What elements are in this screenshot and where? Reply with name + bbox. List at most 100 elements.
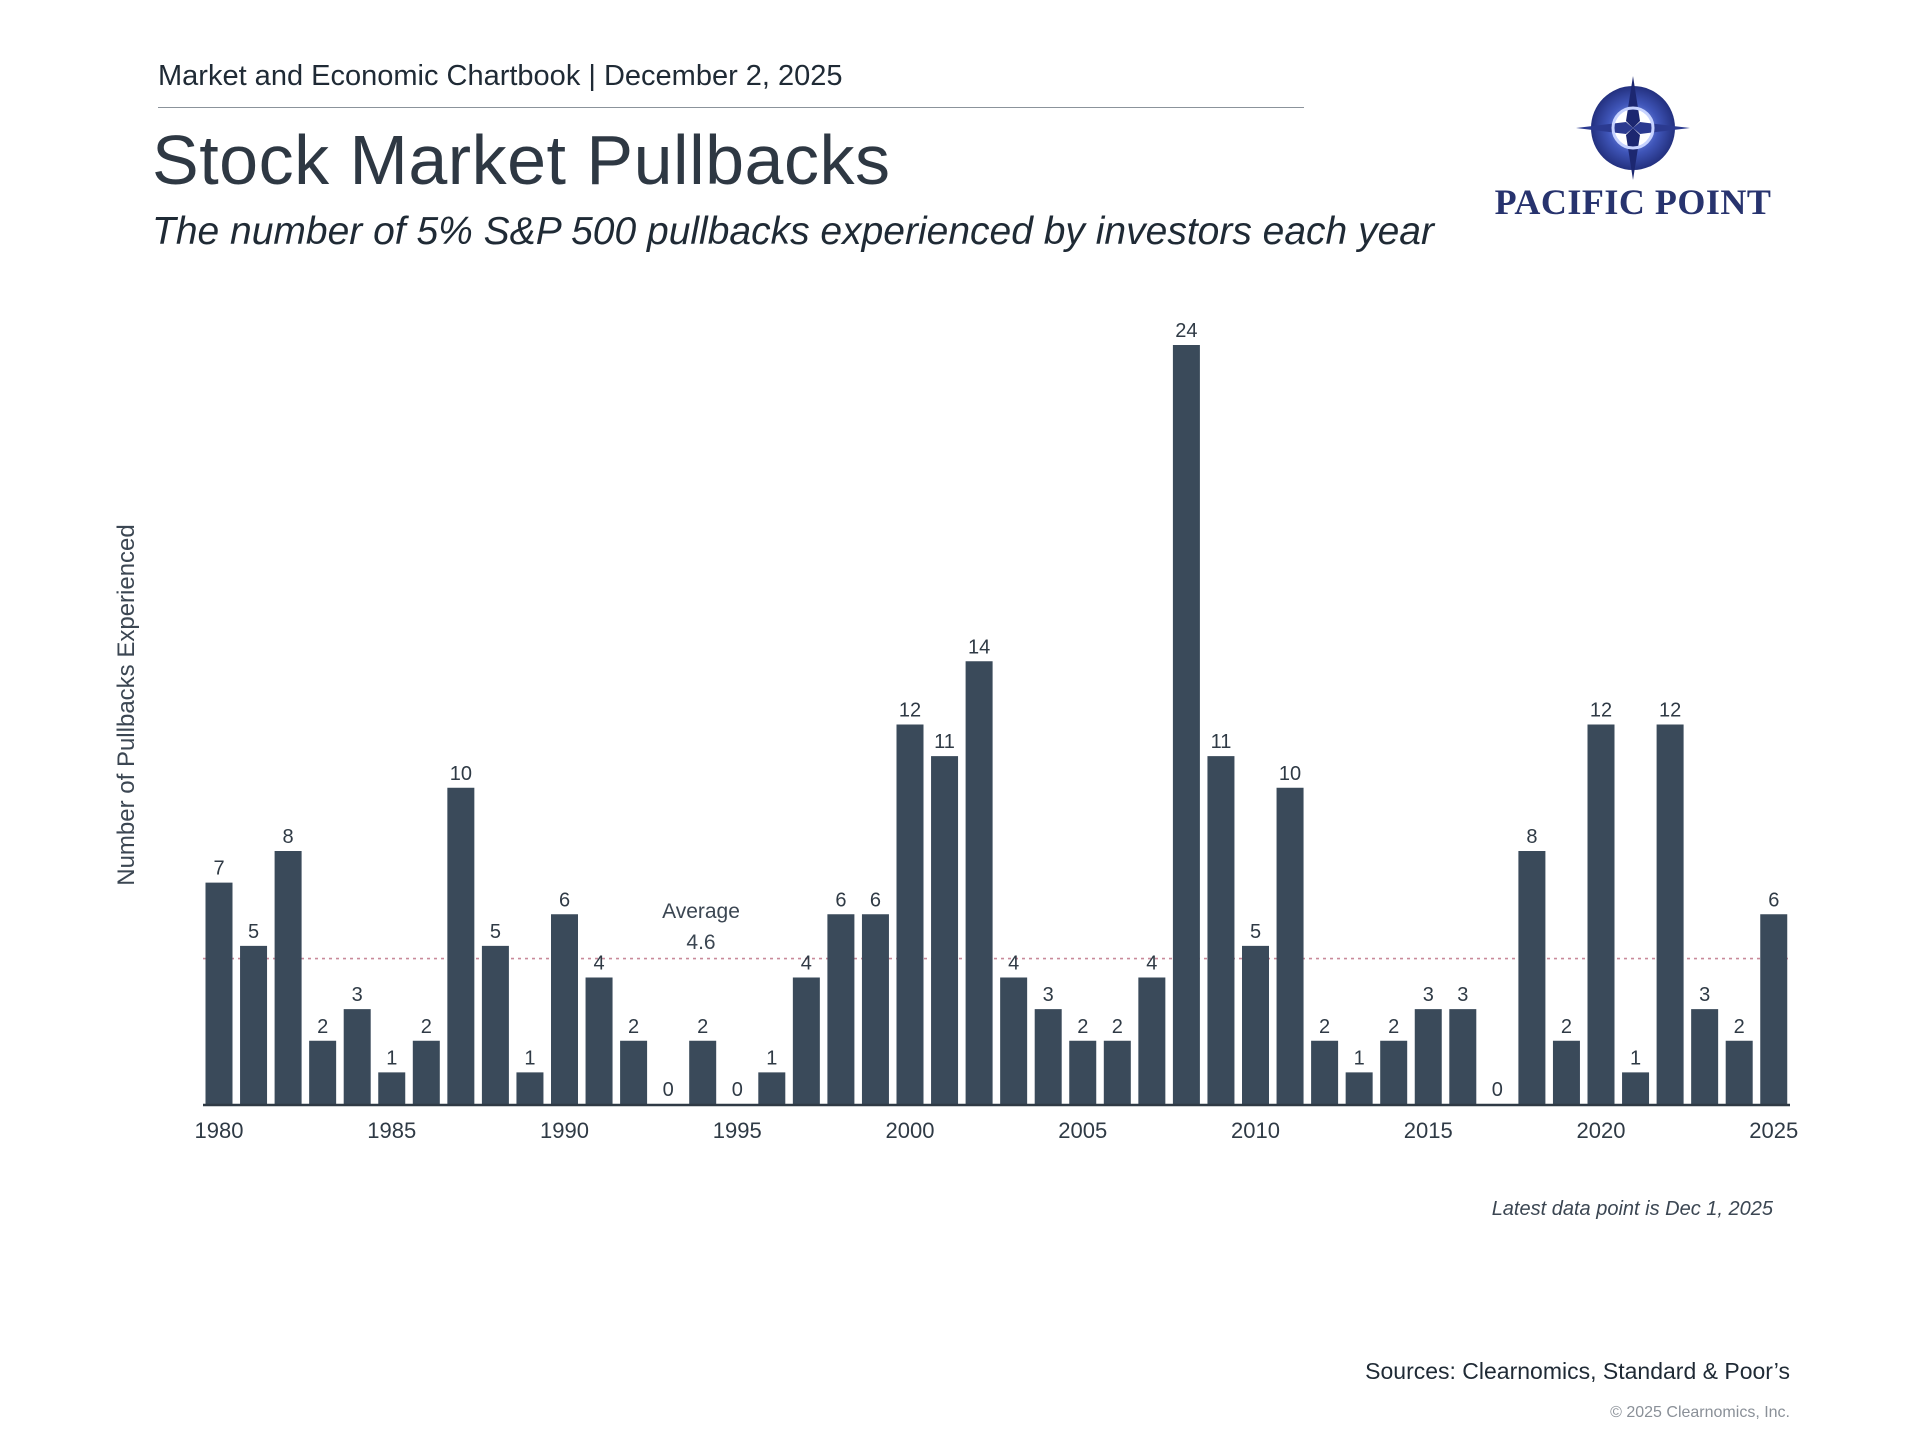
data-label-1990: 6: [559, 889, 570, 911]
bar-1987: [447, 787, 475, 1104]
data-label-1998: 6: [835, 889, 846, 911]
bar-2005: [1069, 1040, 1097, 1104]
data-label-2006: 2: [1112, 1016, 1123, 1038]
header-divider: [158, 107, 1304, 108]
bar-2025: [1760, 914, 1788, 1104]
data-label-2015: 3: [1423, 984, 1434, 1006]
data-label-1996: 1: [766, 1047, 777, 1069]
x-tick-label-2005: 2005: [1058, 1118, 1107, 1143]
bar-2006: [1103, 1040, 1131, 1104]
data-label-2002: 14: [968, 636, 990, 658]
bar-2013: [1345, 1072, 1373, 1104]
bar-2012: [1311, 1040, 1339, 1104]
data-label-2019: 2: [1561, 1016, 1572, 1038]
data-label-1985: 1: [386, 1047, 397, 1069]
copyright-text: © 2025 Clearnomics, Inc.: [1610, 1404, 1790, 1421]
data-label-2013: 1: [1354, 1047, 1365, 1069]
bar-1996: [758, 1072, 786, 1104]
logo-text: PACIFIC POINT: [1494, 182, 1772, 222]
data-label-2023: 3: [1699, 984, 1710, 1006]
data-label-1988: 5: [490, 921, 501, 943]
data-label-2021: 1: [1630, 1047, 1641, 1069]
data-label-2020: 12: [1590, 700, 1612, 722]
x-tick-label-2015: 2015: [1404, 1118, 1453, 1143]
data-label-1983: 2: [317, 1016, 328, 1038]
data-label-1980: 7: [213, 858, 224, 880]
data-label-2016: 3: [1457, 984, 1468, 1006]
bar-2024: [1725, 1040, 1753, 1104]
page-title: Stock Market Pullbacks: [152, 121, 891, 199]
bar-1997: [792, 977, 820, 1104]
data-label-1987: 10: [450, 763, 472, 785]
bar-2002: [965, 661, 993, 1104]
bar-2010: [1242, 945, 1269, 1104]
average-label: Average: [662, 900, 740, 923]
bar-1992: [620, 1040, 648, 1104]
bar-2004: [1034, 1009, 1062, 1104]
bar-1989: [516, 1072, 544, 1104]
data-label-2012: 2: [1319, 1016, 1330, 1038]
data-label-1989: 1: [524, 1047, 535, 1069]
bar-2016: [1449, 1009, 1477, 1104]
data-label-2014: 2: [1388, 1016, 1399, 1038]
data-label-2000: 12: [899, 700, 921, 722]
data-label-1995: 0: [732, 1079, 743, 1101]
data-label-1984: 3: [352, 984, 363, 1006]
bar-1980: [205, 882, 233, 1104]
data-label-1993: 0: [663, 1079, 674, 1101]
data-label-2008: 24: [1175, 320, 1197, 342]
x-tick-label-1980: 1980: [195, 1118, 244, 1143]
x-tick-label-2020: 2020: [1577, 1118, 1626, 1143]
bar-2023: [1691, 1009, 1719, 1104]
bar-2022: [1656, 724, 1684, 1104]
data-label-1994: 2: [697, 1016, 708, 1038]
bar-2015: [1414, 1009, 1442, 1104]
data-label-2018: 8: [1526, 826, 1537, 848]
data-label-2017: 0: [1492, 1079, 1503, 1101]
bar-2009: [1207, 756, 1235, 1104]
bar-2014: [1380, 1040, 1408, 1104]
bar-1981: [240, 945, 268, 1104]
bar-1998: [827, 914, 855, 1104]
bar-2001: [931, 756, 959, 1104]
bar-2019: [1552, 1040, 1580, 1104]
x-tick-label-1985: 1985: [367, 1118, 416, 1143]
average-value-label: 4.6: [686, 931, 715, 954]
x-tick-label-2000: 2000: [886, 1118, 935, 1143]
data-label-2011: 10: [1279, 763, 1301, 785]
bar-1994: [689, 1040, 717, 1104]
data-label-1991: 4: [593, 953, 604, 975]
data-label-2003: 4: [1008, 953, 1019, 975]
bar-1990: [551, 914, 578, 1104]
data-label-2004: 3: [1043, 984, 1054, 1006]
x-tick-label-1990: 1990: [540, 1118, 589, 1143]
bar-2008: [1172, 345, 1200, 1104]
data-label-2009: 11: [1211, 731, 1232, 753]
data-label-1999: 6: [870, 889, 881, 911]
data-label-1981: 5: [248, 921, 259, 943]
bar-1999: [861, 914, 889, 1104]
sources-text: Sources: Clearnomics, Standard & Poor’s: [1365, 1358, 1790, 1384]
data-label-2001: 11: [934, 731, 955, 753]
data-label-1986: 2: [421, 1016, 432, 1038]
bar-1983: [309, 1040, 337, 1104]
bar-2021: [1622, 1072, 1650, 1104]
data-label-1997: 4: [801, 953, 812, 975]
data-label-2005: 2: [1077, 1016, 1088, 1038]
bar-2018: [1518, 851, 1546, 1104]
x-tick-label-1995: 1995: [713, 1118, 762, 1143]
bar-1985: [378, 1072, 406, 1104]
bar-1984: [343, 1009, 371, 1104]
data-label-1992: 2: [628, 1016, 639, 1038]
bar-1991: [585, 977, 613, 1104]
data-label-2022: 12: [1659, 700, 1681, 722]
page-subtitle: The number of 5% S&P 500 pullbacks exper…: [152, 210, 1434, 253]
data-label-2010: 5: [1250, 921, 1261, 943]
x-tick-label-2025: 2025: [1749, 1118, 1798, 1143]
bar-2011: [1276, 787, 1304, 1104]
bar-2020: [1587, 724, 1615, 1104]
data-label-2024: 2: [1734, 1016, 1745, 1038]
latest-data-note: Latest data point is Dec 1, 2025: [1491, 1198, 1773, 1220]
compass-star-logo-icon: [1576, 76, 1690, 180]
